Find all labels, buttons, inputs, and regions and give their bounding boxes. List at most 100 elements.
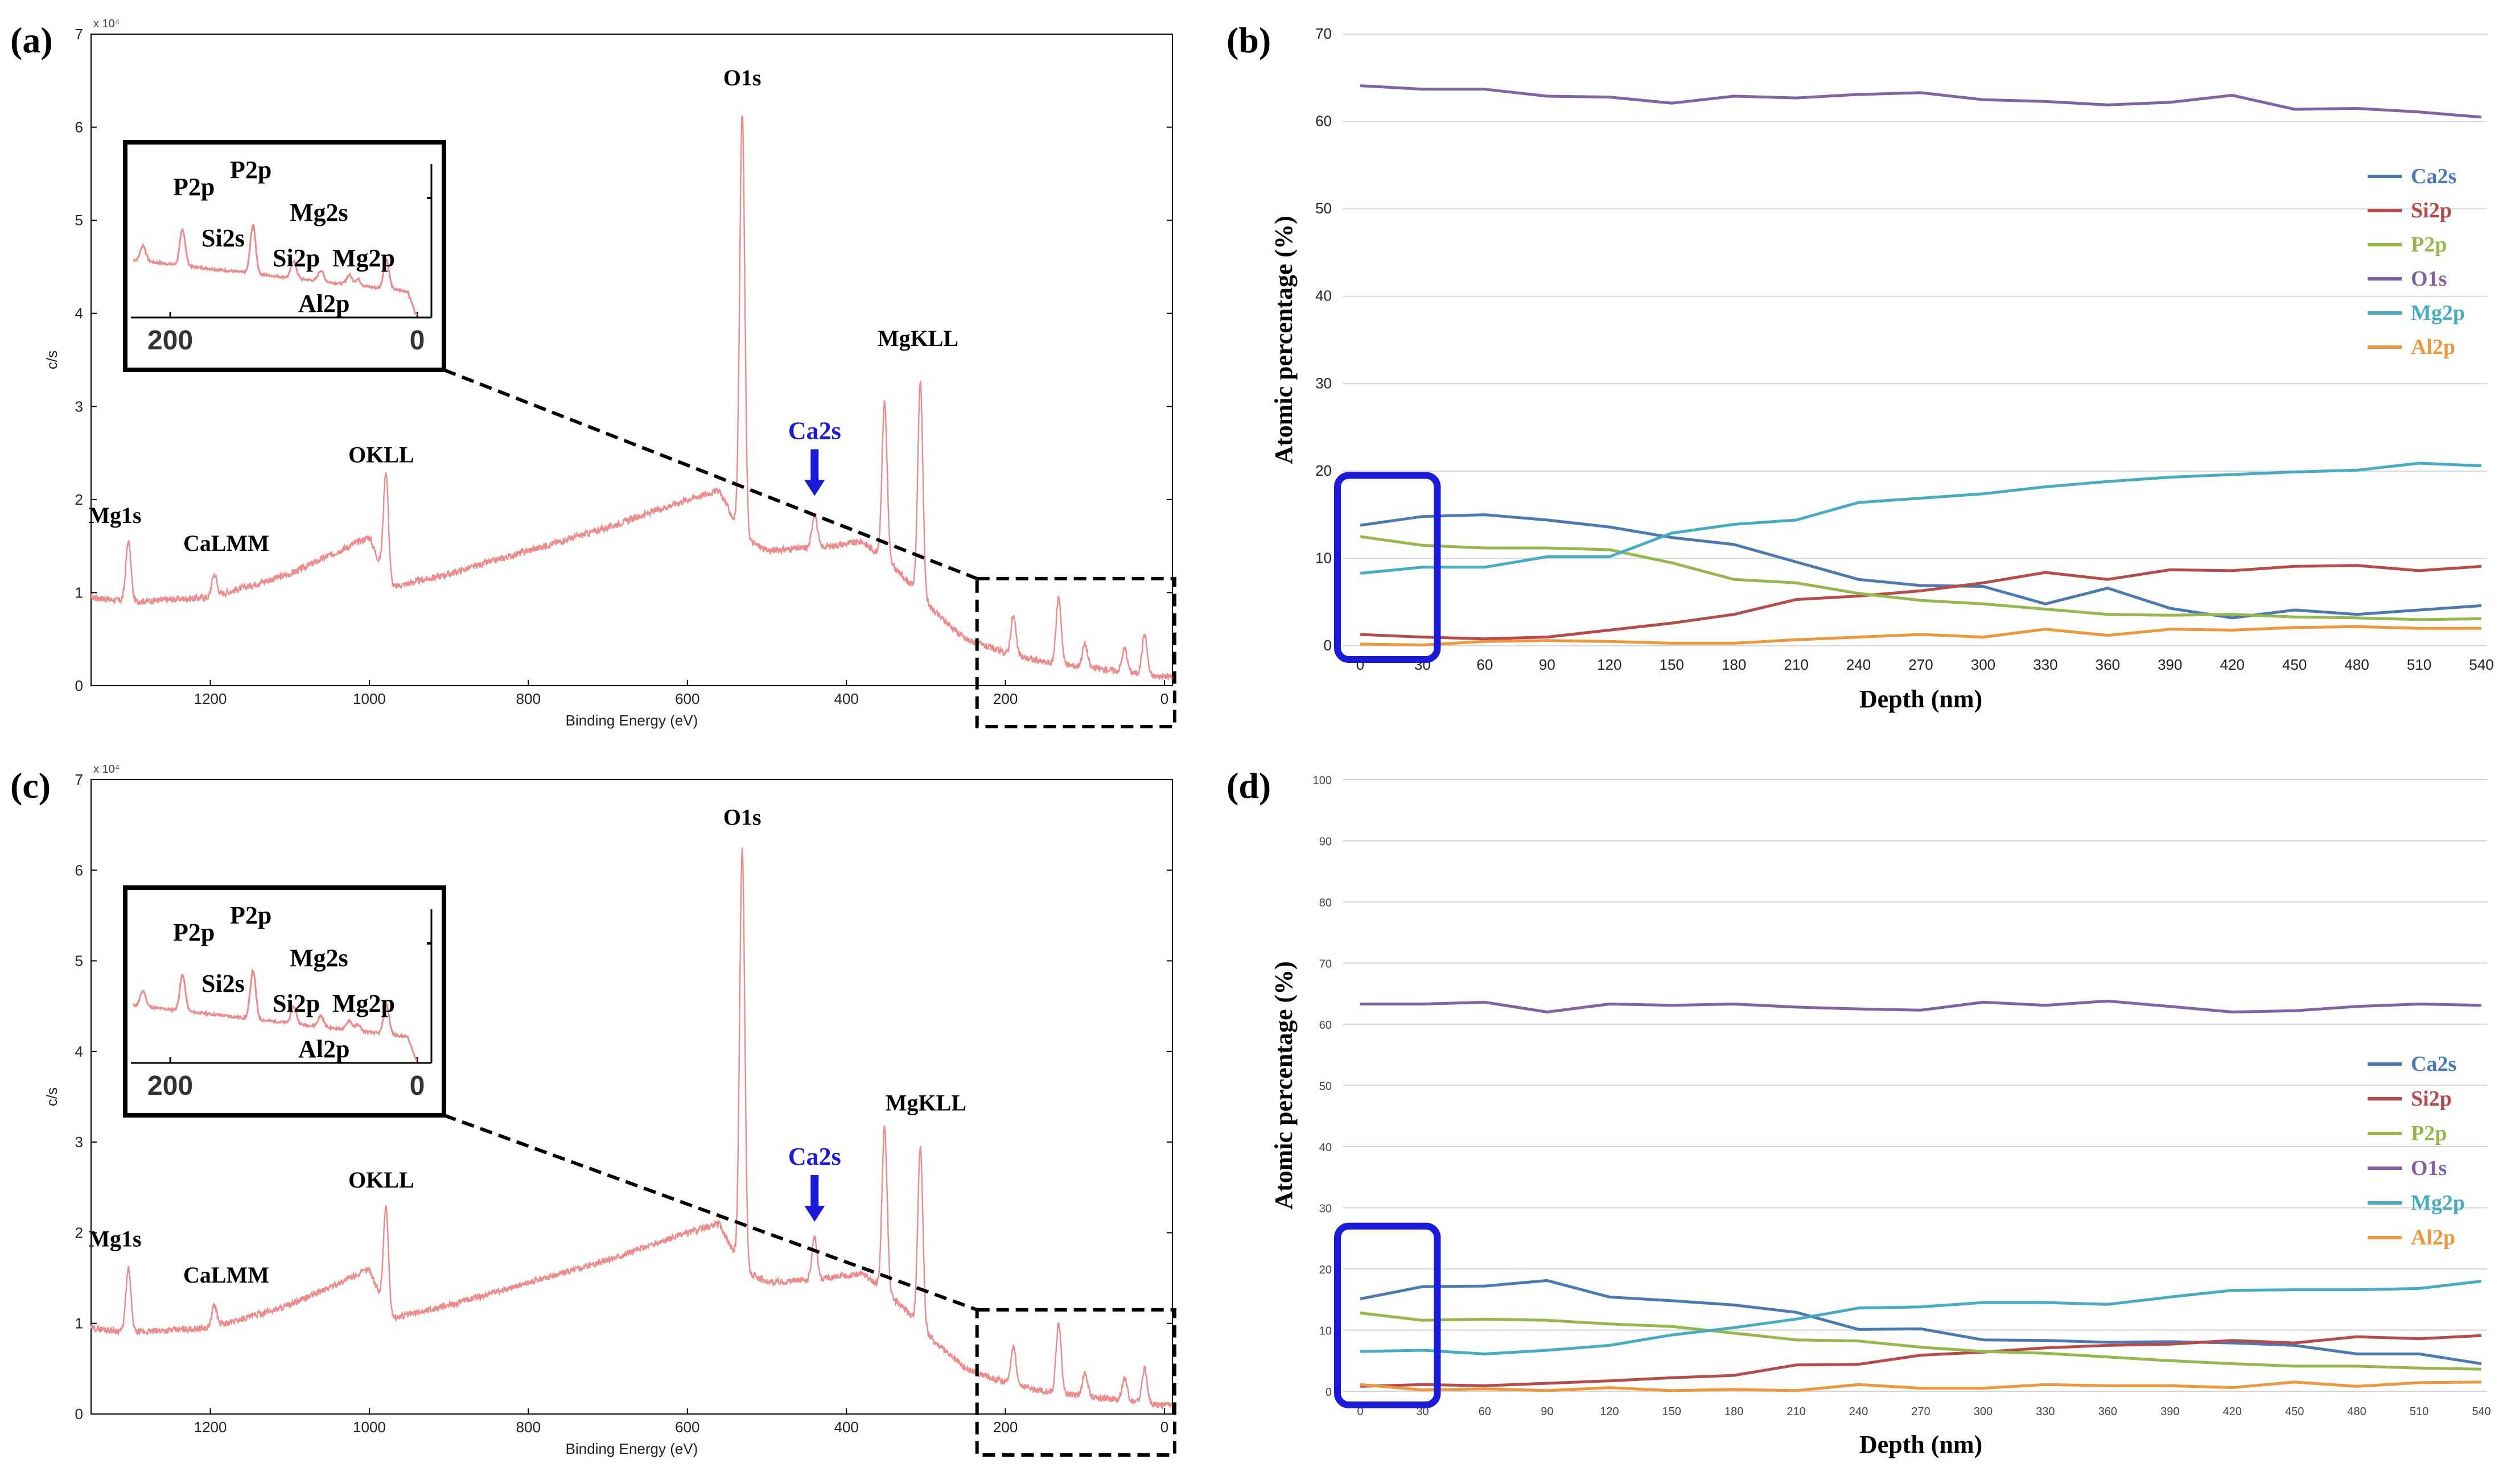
- series-line-al2p: [1360, 1380, 2482, 1392]
- peak-label-mg1s: Mg1s: [88, 1226, 141, 1251]
- peak-label-okll: OKLL: [348, 1167, 414, 1193]
- x-tick-label: 200: [993, 1419, 1018, 1436]
- x-tick-label: 270: [1908, 656, 1933, 673]
- series-line-o1s: [1360, 999, 2482, 1013]
- x-tick-label: 400: [834, 1419, 859, 1436]
- series-line-si2p: [1360, 1334, 2482, 1388]
- legend-label-mg2p: Mg2p: [2411, 301, 2465, 325]
- y-tick-label: 6: [75, 119, 83, 136]
- inset-label-si2s: Si2s: [201, 224, 245, 252]
- xps-survey-chart-a: 0 1 2 3 4 5 6 7 x 10⁴ 1200 1000 800 600 400 200 0 Bindin…: [43, 18, 1177, 729]
- inset-label-p2p: P2p: [230, 156, 271, 184]
- x-tick-label: 300: [1971, 656, 1995, 673]
- legend-label-si2p: Si2p: [2411, 199, 2452, 222]
- panel-label-c: (c): [10, 765, 51, 806]
- depth-profile-chart-d: 0 10 20 30 40 50 60 70 80 90 100 0 30 60 90 120 150 180 21…: [1270, 774, 2491, 1458]
- legend-label-ca2s: Ca2s: [2411, 164, 2456, 188]
- xps-survey-chart-c: 0 1 2 3 4 5 6 7 x 10⁴ 1200 1000 800 600 400 200 0 Bindin…: [43, 763, 1177, 1457]
- peak-label-mgkll: MgKLL: [878, 325, 958, 351]
- x-tick-label: 150: [1660, 656, 1684, 673]
- inset-x-tick-label: 200: [147, 325, 193, 356]
- y-tick-label: 2: [75, 1224, 83, 1241]
- y-tick-label: 2: [75, 491, 83, 508]
- surface-highlight-box: [1334, 1222, 1441, 1408]
- x-tick-label: 480: [2347, 1405, 2366, 1418]
- y-tick-label: 50: [1319, 1081, 1332, 1093]
- x-tick-label: 90: [1541, 1405, 1553, 1418]
- legend-label-o1s: O1s: [2411, 1156, 2447, 1180]
- x-tick-label: 540: [2472, 1405, 2491, 1418]
- y-tick-label: 50: [1315, 200, 1332, 217]
- x-tick-label: 120: [1600, 1405, 1619, 1418]
- x-tick-label: 600: [675, 690, 699, 707]
- y-tick-label: 60: [1315, 113, 1332, 130]
- y-tick-label: 10: [1319, 1325, 1332, 1338]
- series-line-mg2p: [1360, 461, 2482, 575]
- y-tick-label: 60: [1319, 1019, 1332, 1032]
- x-tick-label: 800: [516, 690, 541, 707]
- plot-frame: [90, 779, 1173, 1415]
- legend-label-si2p: Si2p: [2411, 1087, 2452, 1111]
- y-tick-label: 6: [75, 861, 83, 879]
- x-tick-label: 390: [2158, 656, 2182, 673]
- peak-label-mgkll: MgKLL: [886, 1090, 966, 1115]
- x-tick-label: 30: [1416, 1405, 1429, 1418]
- series-line-ca2s: [1360, 1279, 2482, 1366]
- inset-label-mg2s: Mg2s: [290, 199, 348, 226]
- zoom-region-box: [975, 1308, 1177, 1457]
- peak-label-ca2s: Ca2s: [788, 1143, 841, 1170]
- x-tick-label: 120: [1597, 656, 1621, 673]
- ca2s-arrow-head: [804, 480, 825, 496]
- x-tick-label: 90: [1539, 656, 1555, 673]
- peak-label-okll: OKLL: [348, 442, 414, 467]
- x-tick-label: 400: [834, 690, 859, 707]
- x-tick-label: 1200: [194, 690, 227, 707]
- inset-label-mg2p: Mg2p: [332, 244, 395, 272]
- y-tick-label: 7: [75, 771, 83, 788]
- x-tick-label: 360: [2096, 656, 2120, 673]
- y-tick-label: 3: [75, 1133, 83, 1151]
- x-tick-label: 480: [2344, 656, 2369, 673]
- inset-x-tick-label: 200: [147, 1071, 193, 1101]
- x-tick-label: 510: [2407, 656, 2431, 673]
- inset-label-si2s: Si2s: [201, 970, 245, 997]
- x-axis-title: Binding Energy (eV): [566, 712, 698, 729]
- x-tick-label: 540: [2469, 656, 2493, 673]
- series-line-p2p: [1360, 1311, 2482, 1371]
- y-tick-label: 0: [1324, 637, 1332, 654]
- y-tick-label: 1: [75, 584, 83, 601]
- y-tick-label: 0: [1326, 1386, 1332, 1399]
- y-tick-label: 0: [75, 1405, 83, 1423]
- legend-label-ca2s: Ca2s: [2411, 1052, 2456, 1076]
- y-tick-label: 0: [75, 677, 83, 694]
- zoom-region-box: [975, 576, 1177, 729]
- x-tick-label: 510: [2410, 1405, 2428, 1418]
- x-axis-title: Depth (nm): [1859, 1431, 1982, 1458]
- x-tick-label: 800: [516, 1419, 541, 1436]
- y-tick-label: 7: [75, 26, 83, 43]
- y-tick-label: 5: [75, 212, 83, 229]
- x-tick-label: 300: [1974, 1405, 1993, 1418]
- y-tick-label: 4: [75, 1043, 83, 1060]
- inset-label-p2p: P2p: [173, 918, 215, 946]
- legend-label-mg2p: Mg2p: [2411, 1191, 2465, 1215]
- series-line-o1s: [1360, 84, 2482, 119]
- inset-spectrum-line: [133, 224, 418, 316]
- panel-label-d: (d): [1226, 765, 1271, 806]
- y-tick-label: 5: [75, 953, 83, 970]
- x-tick-label: 360: [2098, 1405, 2117, 1418]
- y-tick-label: 20: [1319, 1264, 1332, 1276]
- inset-label-si2p: Si2p: [273, 990, 320, 1017]
- y-tick-label: 20: [1315, 462, 1332, 479]
- y-tick-label: 100: [1313, 774, 1332, 787]
- inset-label-mg2s: Mg2s: [290, 944, 348, 972]
- x-tick-label: 210: [1787, 1405, 1805, 1418]
- x-tick-label: 1000: [353, 690, 386, 707]
- peak-label-mg1s: Mg1s: [88, 502, 141, 528]
- legend-label-p2p: P2p: [2411, 1122, 2447, 1145]
- x-tick-label: 450: [2285, 1405, 2304, 1418]
- y-axis-title: Atomic percentage (%): [1270, 961, 1298, 1210]
- x-tick-label: 1000: [353, 1419, 386, 1436]
- x-tick-label: 0: [1357, 1405, 1363, 1418]
